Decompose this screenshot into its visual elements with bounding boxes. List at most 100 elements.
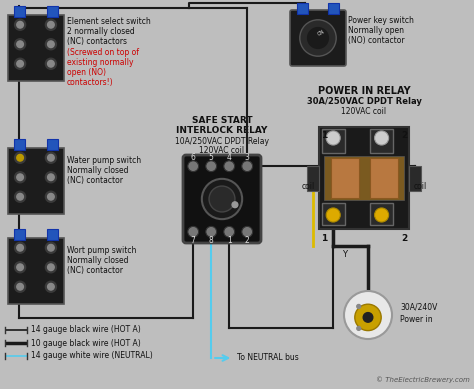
Circle shape: [357, 326, 361, 330]
Text: 1: 1: [321, 131, 327, 140]
Circle shape: [357, 305, 361, 308]
Text: Normally closed: Normally closed: [67, 166, 128, 175]
FancyBboxPatch shape: [319, 127, 409, 229]
Text: Normally closed: Normally closed: [67, 256, 128, 265]
Circle shape: [46, 39, 56, 50]
Text: (Screwed on top of: (Screwed on top of: [67, 48, 139, 57]
Text: ON: ON: [317, 29, 326, 37]
Circle shape: [326, 131, 340, 145]
Circle shape: [242, 226, 253, 237]
FancyBboxPatch shape: [328, 2, 339, 14]
Circle shape: [47, 154, 54, 161]
Circle shape: [206, 161, 217, 172]
Text: 4: 4: [227, 153, 232, 162]
Text: Power in: Power in: [400, 315, 433, 324]
Circle shape: [47, 21, 54, 28]
Text: 1: 1: [321, 234, 327, 243]
Text: 3: 3: [245, 153, 250, 162]
FancyBboxPatch shape: [322, 203, 345, 225]
Text: SAFE START: SAFE START: [191, 116, 252, 125]
Circle shape: [300, 20, 336, 56]
Text: 2: 2: [245, 236, 250, 245]
Circle shape: [17, 264, 23, 271]
Circle shape: [17, 174, 23, 180]
Circle shape: [47, 193, 54, 200]
Bar: [324, 156, 403, 200]
Text: coil: coil: [301, 182, 315, 191]
Circle shape: [188, 161, 199, 172]
Text: INTERLOCK RELAY: INTERLOCK RELAY: [176, 126, 268, 135]
Circle shape: [15, 242, 26, 253]
Circle shape: [46, 152, 56, 163]
Text: 10 gauge black wire (HOT A): 10 gauge black wire (HOT A): [31, 338, 141, 347]
Bar: [370, 158, 398, 198]
Circle shape: [15, 191, 26, 202]
Text: Water pump switch: Water pump switch: [67, 156, 141, 165]
Text: (NC) contactor: (NC) contactor: [67, 176, 123, 185]
Circle shape: [17, 41, 23, 47]
Circle shape: [202, 179, 242, 219]
Text: (NC) contactor: (NC) contactor: [67, 266, 123, 275]
Circle shape: [17, 21, 23, 28]
Circle shape: [374, 131, 389, 145]
FancyBboxPatch shape: [8, 14, 64, 81]
Text: 30A/240V: 30A/240V: [400, 303, 438, 312]
Circle shape: [17, 284, 23, 290]
Bar: [307, 166, 319, 191]
Circle shape: [15, 152, 26, 163]
Circle shape: [46, 242, 56, 253]
Text: Normally open: Normally open: [348, 26, 404, 35]
FancyBboxPatch shape: [13, 138, 25, 149]
Circle shape: [47, 244, 54, 251]
Text: 2: 2: [401, 131, 407, 140]
Text: 2: 2: [401, 234, 407, 243]
FancyBboxPatch shape: [13, 5, 25, 16]
Text: 6: 6: [191, 153, 196, 162]
Text: 10A/250VAC DPDT Relay: 10A/250VAC DPDT Relay: [175, 137, 269, 146]
Text: To NEUTRAL bus: To NEUTRAL bus: [237, 354, 299, 363]
Text: 30A/250VAC DPDT Relay: 30A/250VAC DPDT Relay: [307, 97, 421, 106]
FancyBboxPatch shape: [13, 228, 25, 240]
FancyBboxPatch shape: [290, 10, 346, 66]
Circle shape: [355, 304, 381, 331]
Circle shape: [326, 208, 340, 222]
Text: 5: 5: [209, 153, 214, 162]
Text: 14 gauge white wire (NEUTRAL): 14 gauge white wire (NEUTRAL): [31, 352, 153, 361]
Text: open (NO): open (NO): [67, 68, 106, 77]
Circle shape: [374, 208, 389, 222]
Circle shape: [242, 161, 253, 172]
FancyBboxPatch shape: [370, 129, 393, 153]
Circle shape: [47, 284, 54, 290]
Text: 1: 1: [227, 236, 232, 245]
Text: Element select switch: Element select switch: [67, 17, 151, 26]
Circle shape: [344, 291, 392, 339]
Text: 120VAC coil: 120VAC coil: [341, 107, 387, 116]
FancyBboxPatch shape: [322, 129, 345, 153]
Circle shape: [308, 28, 328, 48]
Text: contactors!): contactors!): [67, 78, 114, 87]
FancyBboxPatch shape: [370, 203, 393, 225]
Text: Power key switch: Power key switch: [348, 16, 414, 25]
Circle shape: [206, 226, 217, 237]
FancyBboxPatch shape: [46, 138, 57, 149]
FancyBboxPatch shape: [8, 238, 64, 303]
Circle shape: [46, 191, 56, 202]
Circle shape: [46, 281, 56, 292]
Circle shape: [17, 60, 23, 67]
Circle shape: [188, 226, 199, 237]
Circle shape: [15, 172, 26, 183]
Text: existing normally: existing normally: [67, 58, 134, 67]
FancyBboxPatch shape: [8, 147, 64, 214]
Circle shape: [15, 58, 26, 69]
FancyBboxPatch shape: [46, 5, 57, 16]
Text: coil: coil: [413, 182, 427, 191]
Circle shape: [15, 281, 26, 292]
Bar: [330, 158, 359, 198]
Text: 2 normally closed: 2 normally closed: [67, 27, 135, 36]
Circle shape: [209, 186, 235, 212]
FancyBboxPatch shape: [297, 2, 308, 14]
Circle shape: [363, 313, 373, 322]
Circle shape: [47, 174, 54, 180]
Circle shape: [17, 244, 23, 251]
Text: 14 gauge black wire (HOT A): 14 gauge black wire (HOT A): [31, 326, 141, 335]
